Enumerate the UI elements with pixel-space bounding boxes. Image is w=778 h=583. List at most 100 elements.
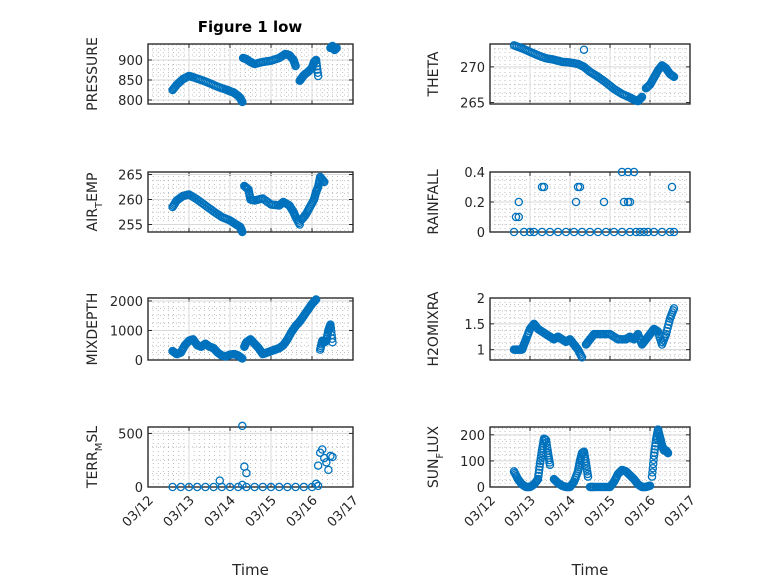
y-tick-label: 500	[118, 427, 143, 442]
data-point	[569, 227, 579, 237]
x-tick-label: 03/17	[325, 493, 362, 530]
data-point	[511, 212, 521, 222]
data-point	[209, 482, 218, 492]
data-point	[311, 296, 320, 305]
data-point	[534, 468, 544, 478]
data-point	[571, 197, 581, 207]
data-point	[617, 167, 627, 177]
data-point	[319, 176, 328, 186]
y-axis-label: THETA	[426, 51, 442, 97]
data-point	[313, 68, 322, 78]
axes-box	[147, 426, 354, 488]
x-tick-label: 03/13	[502, 493, 539, 530]
data-point	[593, 227, 603, 237]
data-point	[312, 62, 322, 71]
data-point	[328, 338, 337, 347]
y-axis-label: RAINFALL	[426, 169, 442, 234]
data-point	[667, 182, 677, 192]
data-point	[311, 295, 321, 304]
axes-frame	[489, 171, 691, 233]
scatter-series	[168, 421, 337, 492]
data-point	[663, 448, 673, 458]
data-point	[539, 182, 549, 192]
scatter-series	[168, 172, 329, 237]
x-axis-label: Time	[571, 561, 609, 579]
data-point	[648, 463, 658, 473]
y-tick-label: 0	[135, 481, 143, 496]
x-tick-label: 03/15	[243, 493, 280, 530]
data-point	[311, 479, 321, 489]
data-point	[313, 481, 323, 491]
scatter-series	[168, 41, 341, 107]
data-point	[509, 227, 519, 237]
data-point	[238, 227, 247, 237]
data-point	[645, 481, 655, 490]
data-point	[184, 482, 194, 492]
axes-frame	[147, 43, 354, 105]
data-point	[609, 227, 619, 237]
y-tick-label: 0	[477, 481, 485, 496]
data-point	[313, 65, 322, 74]
data-point	[529, 227, 539, 237]
data-point	[242, 482, 251, 492]
data-point	[599, 197, 609, 207]
y-tick-label: 900	[118, 54, 143, 69]
data-point	[309, 297, 318, 307]
data-point	[635, 95, 644, 104]
data-point	[225, 482, 235, 492]
axes-frame	[147, 171, 354, 233]
data-point	[525, 227, 535, 237]
data-point	[625, 197, 635, 207]
data-point	[617, 227, 627, 237]
data-point	[669, 304, 679, 313]
data-point	[583, 472, 593, 481]
y-tick-label: 800	[118, 94, 143, 109]
axes-frame	[489, 297, 691, 361]
y-tick-label: 2000	[110, 295, 143, 310]
data-point	[322, 458, 331, 467]
scatter-series	[168, 295, 337, 363]
data-point	[650, 448, 659, 457]
data-point	[283, 482, 292, 492]
y-tick-label: 265	[460, 97, 485, 112]
data-point	[313, 461, 323, 470]
data-point	[327, 334, 337, 343]
y-tick-label: 0.4	[464, 166, 485, 181]
data-point	[669, 227, 679, 237]
y-tick-label: 100	[460, 455, 485, 470]
data-point	[643, 227, 653, 237]
data-point	[266, 482, 276, 492]
data-point	[535, 462, 544, 471]
data-point	[636, 94, 645, 103]
subplot-sun-flux: 0 100 200 SUNFLUX 03/12 03/13 03/14 03/15 03/16 0…	[426, 425, 699, 579]
data-point	[545, 460, 555, 470]
data-point	[310, 296, 319, 306]
y-tick-label: 1.5	[464, 318, 485, 333]
y-axis-label: PRESSURE	[85, 37, 101, 111]
scatter-series	[509, 304, 679, 362]
data-point	[649, 227, 659, 237]
data-point	[623, 167, 633, 177]
data-point	[168, 482, 177, 492]
data-point	[274, 482, 284, 492]
y-axis-label: AIRTEMP	[85, 173, 105, 232]
y-axis-label: MIXDEPTH	[85, 293, 101, 366]
data-point	[291, 61, 300, 71]
y-tick-label: 200	[460, 429, 485, 444]
y-tick-label: 1000	[110, 324, 143, 339]
figure-title: Figure 1 low	[198, 18, 303, 36]
data-point	[637, 92, 647, 102]
axes-box	[147, 43, 354, 105]
data-point	[577, 353, 587, 362]
data-point	[631, 227, 641, 237]
data-point	[534, 471, 543, 481]
x-tick-label: 03/14	[542, 493, 579, 530]
x-tick-label: 03/16	[622, 493, 659, 530]
y-axis-label: H2OMIXRA	[426, 291, 442, 366]
x-tick-label: 03/12	[462, 493, 499, 530]
data-point	[291, 482, 300, 492]
data-point	[619, 197, 629, 207]
data-point	[192, 482, 202, 492]
scatter-series	[509, 41, 679, 106]
